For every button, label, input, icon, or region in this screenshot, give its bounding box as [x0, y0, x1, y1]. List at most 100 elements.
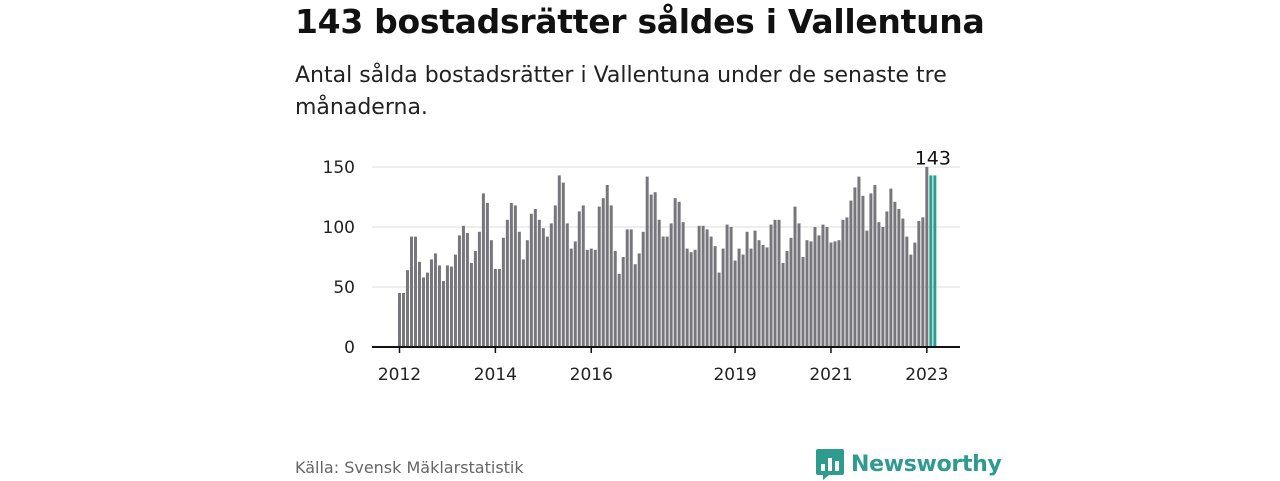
bar — [601, 198, 605, 347]
y-tick-label: 50 — [333, 278, 355, 298]
bar — [893, 201, 897, 347]
bar — [773, 219, 777, 347]
bar — [829, 242, 833, 347]
bar — [585, 249, 589, 347]
bar — [725, 224, 729, 347]
bar — [497, 269, 501, 347]
y-tick-label: 100 — [323, 218, 355, 238]
x-tick-label: 2016 — [570, 365, 613, 385]
bar — [529, 213, 533, 347]
bar — [505, 219, 509, 347]
bar — [717, 272, 721, 347]
bar — [781, 263, 785, 347]
bar — [649, 194, 653, 347]
x-tick-label: 2012 — [378, 365, 421, 385]
bar — [913, 242, 917, 347]
bar — [789, 237, 793, 347]
bar — [701, 225, 705, 347]
highlight-value-label: 143 — [915, 147, 951, 169]
bar — [869, 193, 873, 347]
bar — [857, 176, 861, 347]
bar — [549, 223, 553, 347]
bar — [797, 223, 801, 347]
bar — [757, 240, 761, 347]
bar — [537, 219, 541, 347]
bar — [625, 229, 629, 347]
bar — [741, 254, 745, 347]
bar — [617, 273, 621, 347]
bar — [457, 235, 461, 347]
brand-logo[interactable]: Newsworthy — [815, 447, 1002, 481]
bar — [877, 222, 881, 347]
bar — [581, 205, 585, 347]
bar — [673, 198, 677, 347]
bar — [777, 219, 781, 347]
bar — [521, 259, 525, 347]
bar — [629, 229, 633, 347]
bar — [621, 257, 625, 347]
bar — [473, 251, 477, 347]
bar — [661, 236, 665, 347]
bar — [713, 246, 717, 347]
x-tick-label: 2023 — [905, 365, 948, 385]
bar — [493, 269, 497, 347]
bar — [437, 265, 441, 347]
bar — [833, 241, 837, 347]
bar — [709, 236, 713, 347]
bar — [821, 224, 825, 347]
x-tick-label: 2021 — [809, 365, 852, 385]
bar — [681, 222, 685, 347]
bar — [665, 236, 669, 347]
bar — [693, 249, 697, 347]
bar — [737, 248, 741, 347]
bar — [793, 206, 797, 347]
bar — [398, 293, 401, 347]
y-tick-label: 0 — [344, 338, 355, 358]
bar — [721, 248, 725, 347]
bar — [729, 227, 733, 347]
bar — [769, 224, 773, 347]
bar — [517, 231, 521, 347]
bar — [761, 245, 765, 347]
bar — [685, 248, 689, 347]
bar — [845, 217, 849, 347]
bar — [565, 223, 569, 347]
bar — [641, 231, 645, 347]
bar — [413, 236, 417, 347]
bar — [553, 205, 557, 347]
bar — [597, 206, 601, 347]
bar — [485, 203, 489, 347]
bar-chart-speech-icon — [816, 449, 844, 480]
bar — [885, 211, 889, 347]
bar — [469, 263, 473, 347]
bar — [513, 205, 517, 347]
bar — [633, 264, 637, 347]
bar — [573, 241, 577, 347]
bar — [841, 219, 845, 347]
bar — [401, 293, 405, 347]
bar — [705, 229, 709, 347]
bar — [593, 249, 597, 347]
bar — [501, 237, 505, 347]
bar — [745, 231, 749, 347]
bar — [545, 236, 549, 347]
bar — [865, 230, 869, 347]
bar — [465, 233, 469, 347]
bar — [849, 200, 853, 347]
bar — [477, 231, 481, 347]
bar — [417, 261, 421, 347]
bar — [409, 236, 413, 347]
bar — [809, 241, 813, 347]
bar — [753, 230, 757, 347]
bar — [749, 248, 753, 347]
bar — [653, 192, 657, 347]
bar — [441, 281, 445, 347]
bar — [733, 260, 737, 347]
bar — [405, 270, 409, 347]
bar — [445, 265, 449, 347]
bar — [917, 221, 921, 347]
bar — [801, 257, 805, 347]
chart-title: 143 bostadsrätter såldes i Vallentuna — [295, 2, 985, 41]
bar — [525, 240, 529, 347]
bar — [853, 187, 857, 347]
